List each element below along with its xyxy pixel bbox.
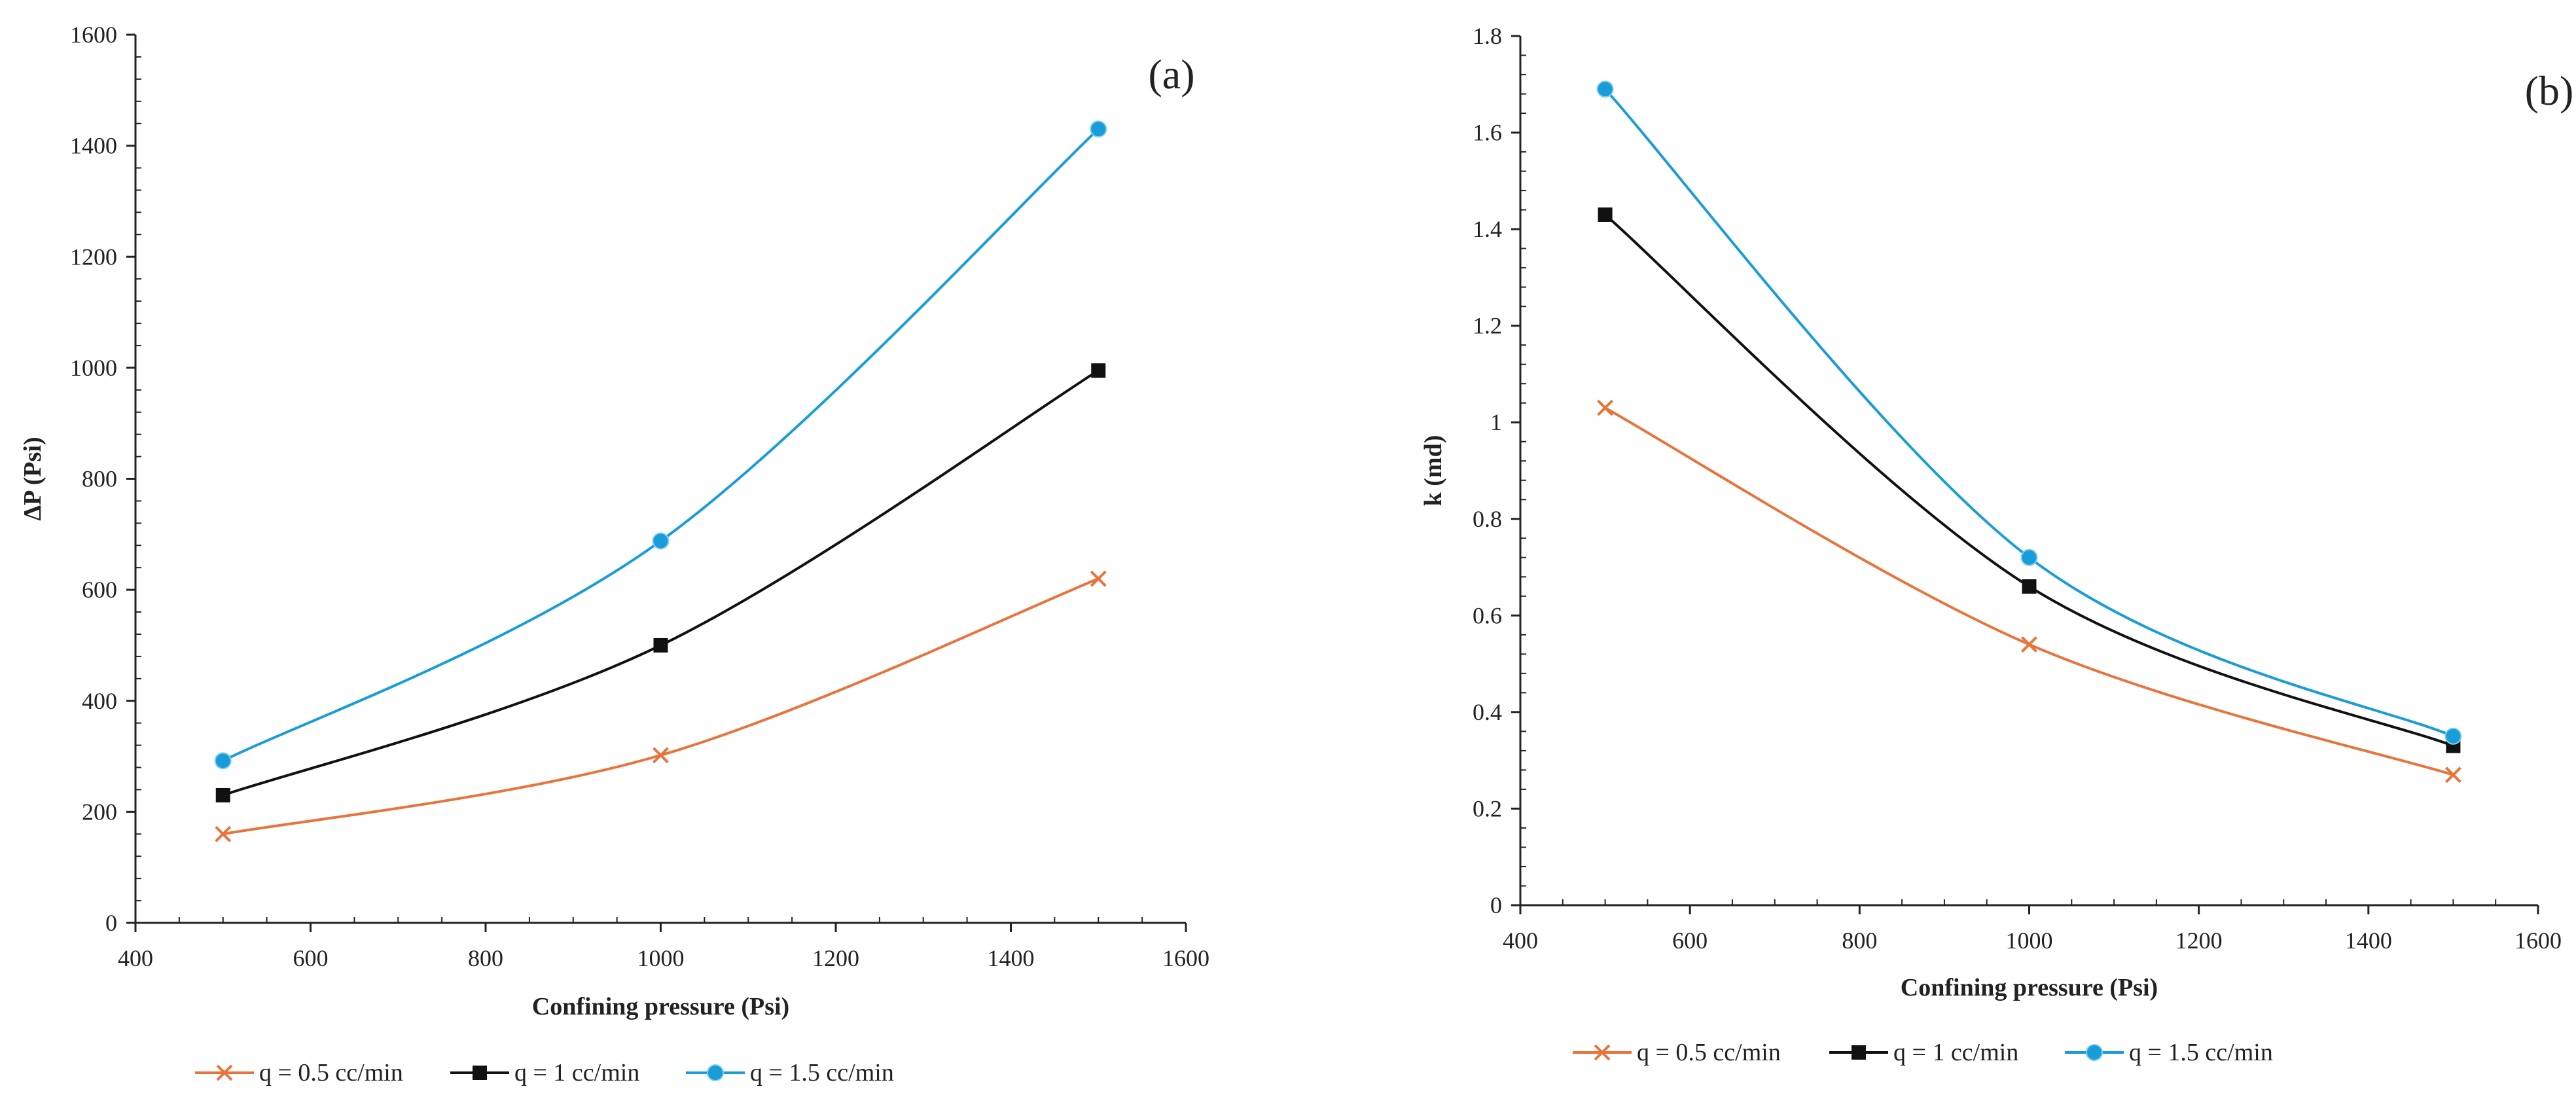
y-tick-label: 0.8	[1473, 506, 1502, 532]
legend-marker	[2086, 1044, 2103, 1061]
data-point	[1596, 81, 1614, 98]
legend-marker	[216, 1064, 233, 1081]
legend-marker	[707, 1064, 724, 1081]
legend-item: q = 1 cc/min	[450, 1059, 639, 1087]
y-tick-label: 400	[82, 688, 117, 714]
y-axis-title: k (md)	[1420, 435, 1447, 507]
x-tick-label: 800	[468, 945, 503, 971]
y-tick-label: 1600	[70, 22, 117, 48]
data-point	[1090, 570, 1107, 587]
legend-label: q = 0.5 cc/min	[1637, 1039, 1781, 1066]
series-line	[1604, 88, 2454, 738]
data-point	[215, 787, 230, 802]
panel-label: (b)	[2525, 67, 2574, 114]
legend-label: q = 1 cc/min	[514, 1059, 639, 1087]
legend-marker	[1594, 1044, 1611, 1061]
data-point	[2021, 636, 2037, 653]
data-point	[2020, 548, 2038, 566]
y-tick-label: 0	[105, 910, 117, 936]
data-point	[653, 638, 668, 653]
legend-label: q = 1 cc/min	[1893, 1039, 2018, 1066]
y-tick-label: 1.8	[1473, 23, 1502, 49]
y-tick-label: 1	[1490, 409, 1502, 435]
legend: q = 0.5 cc/min q = 1 cc/min q = 1.5 cc/min	[1573, 1039, 2273, 1066]
y-tick-label: 1.6	[1473, 120, 1502, 146]
y-tick-label: 0.4	[1473, 699, 1502, 725]
y-tick-label: 1000	[70, 355, 117, 381]
x-axis-title: Confining pressure (Psi)	[1901, 974, 2158, 1001]
x-tick-label: 400	[1503, 927, 1538, 954]
series-x	[215, 570, 1107, 842]
y-tick-label: 0.6	[1473, 602, 1502, 628]
x-tick-label: 1400	[988, 945, 1035, 971]
legend-item: q = 1.5 cc/min	[686, 1059, 894, 1087]
data-point	[215, 825, 232, 842]
data-point	[1597, 399, 1613, 416]
y-tick-label: 800	[82, 466, 117, 492]
series-line	[1604, 213, 2454, 747]
legend-item: q = 1 cc/min	[1829, 1039, 2018, 1066]
x-tick-label: 1000	[637, 945, 685, 971]
x-tick-label: 1600	[2514, 927, 2562, 954]
legend-label: q = 0.5 cc/min	[259, 1059, 403, 1087]
legend-label: q = 1.5 cc/min	[750, 1059, 894, 1087]
x-tick-label: 1600	[1162, 945, 1209, 971]
data-point	[214, 752, 232, 770]
legend: q = 0.5 cc/min q = 1 cc/min q = 1.5 cc/min	[195, 1059, 894, 1087]
x-tick-label: 1200	[2175, 927, 2223, 954]
series-circle	[214, 120, 1107, 770]
y-tick-label: 1200	[70, 243, 117, 270]
x-tick-label: 800	[1842, 927, 1877, 954]
y-tick-label: 0	[1490, 892, 1502, 918]
x-tick-label: 1200	[812, 945, 859, 971]
series-line	[223, 577, 1099, 836]
chart-panel-b: 0 0.2 0.4 0.6 0.8 1 1.2 1.4 1.6 1.8 400 600 800 1000 1…	[1420, 23, 2573, 1066]
data-point	[653, 747, 669, 764]
y-tick-label: 1.4	[1473, 216, 1502, 242]
series-square	[215, 363, 1106, 802]
data-point	[2444, 727, 2462, 745]
y-tick-label: 600	[82, 577, 117, 603]
x-tick-label: 1000	[2006, 927, 2053, 954]
legend-item: q = 0.5 cc/min	[1573, 1039, 1781, 1066]
x-tick-label: 600	[1672, 927, 1708, 954]
x-tick-label: 600	[293, 945, 329, 971]
series-circle	[1596, 81, 2462, 745]
x-axis-title: Confining pressure (Psi)	[532, 993, 789, 1020]
series-line	[222, 128, 1100, 763]
y-tick-label: 200	[82, 799, 117, 825]
series-line	[223, 369, 1100, 797]
data-point	[1598, 207, 1613, 222]
data-point	[1091, 363, 1106, 378]
series-x	[1597, 399, 2461, 783]
panel-label: (a)	[1148, 51, 1194, 98]
legend-item: q = 1.5 cc/min	[2065, 1039, 2273, 1066]
y-axis-title: ΔP (Psi)	[19, 437, 46, 520]
data-point	[652, 532, 670, 550]
legend-marker	[1851, 1045, 1866, 1060]
data-point	[2445, 766, 2461, 783]
data-point	[2022, 579, 2037, 594]
y-tick-label: 1.2	[1473, 313, 1502, 339]
data-point	[1090, 120, 1107, 138]
x-tick-label: 1400	[2345, 927, 2392, 954]
legend-item: q = 0.5 cc/min	[195, 1059, 403, 1087]
chart-panel-a: 0 200 400 600 800 1000 1200 1400 1600 400 600 800 10…	[19, 22, 1209, 1087]
y-tick-label: 0.2	[1473, 795, 1502, 821]
legend-label: q = 1.5 cc/min	[2129, 1039, 2273, 1066]
y-tick-label: 1400	[70, 133, 117, 159]
legend-marker	[473, 1066, 487, 1080]
x-tick-label: 400	[118, 945, 153, 971]
